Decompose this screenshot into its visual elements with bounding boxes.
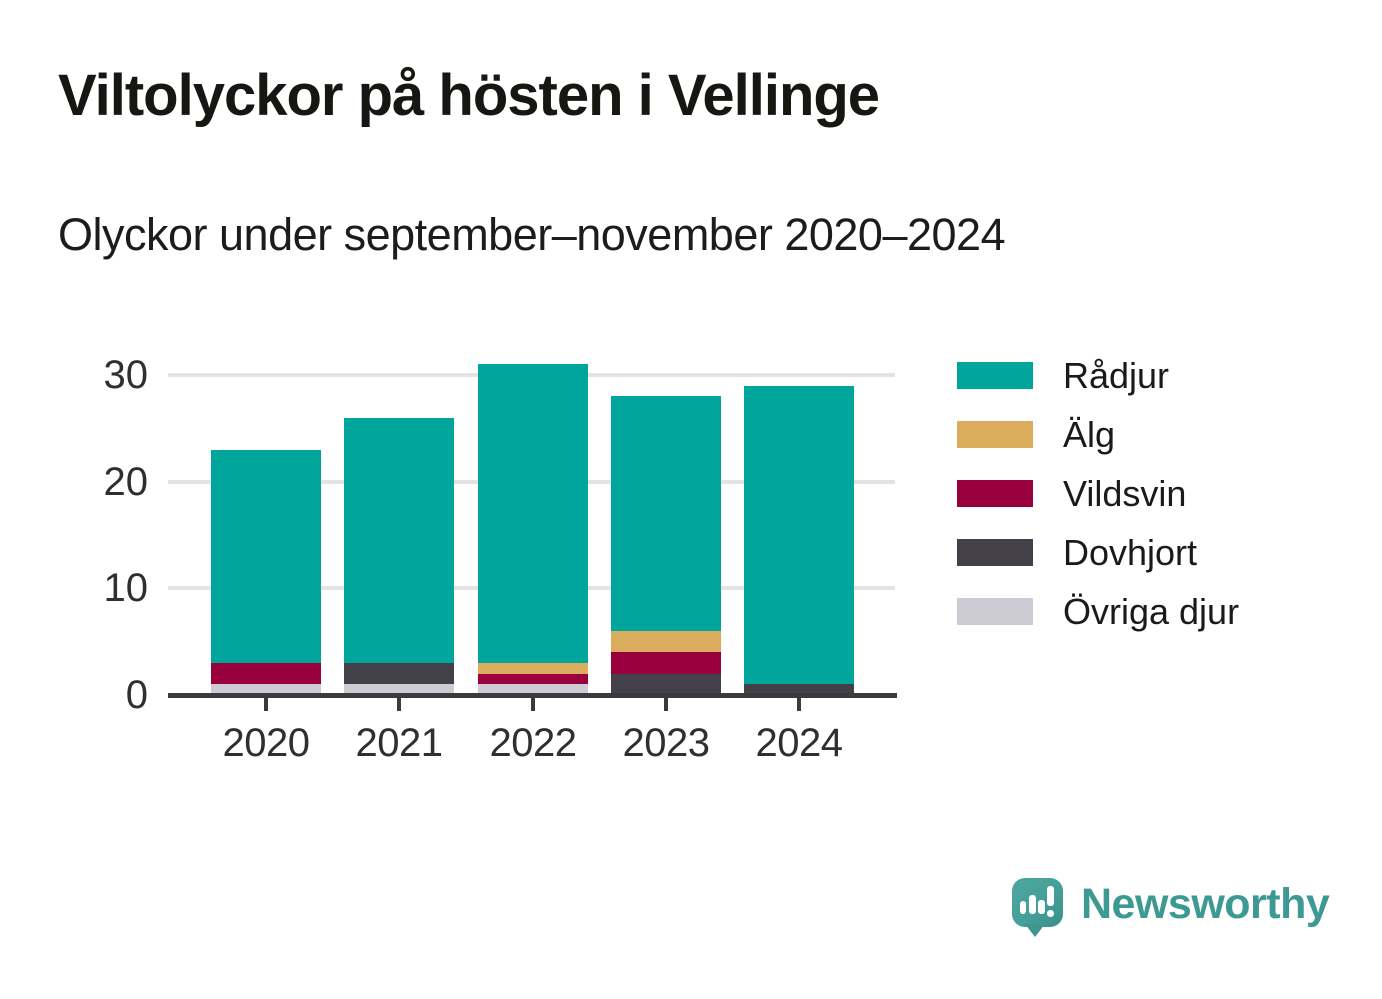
bar-segment-2021-Rådjur [344, 417, 454, 664]
legend-item-Övriga djur: Övriga djur [957, 591, 1239, 632]
newsworthy-logo: Newsworthy [1012, 878, 1330, 940]
x-axis-line [168, 693, 897, 698]
bar-2022 [478, 364, 588, 695]
legend-swatch-Övriga djur [957, 598, 1033, 625]
legend-item-Dovhjort: Dovhjort [957, 532, 1239, 573]
bar-2023 [611, 396, 721, 695]
bar-segment-2020-Rådjur [211, 449, 321, 664]
exclamation-icon [1047, 910, 1054, 917]
bar-segment-2020-Övriga djur [211, 684, 321, 695]
x-tick-2023 [664, 698, 668, 711]
bar-segment-2024-Dovhjort [744, 684, 854, 695]
bar-segment-2023-Älg [611, 631, 721, 653]
chart-title: Viltolyckor på hösten i Vellinge [58, 63, 880, 128]
bar-chart-icon [1020, 901, 1026, 914]
legend-label: Älg [1063, 413, 1116, 455]
bar-segment-2024-Rådjur [744, 385, 854, 685]
legend-swatch-Rådjur [957, 362, 1033, 389]
legend-swatch-Älg [957, 421, 1033, 448]
y-tick-label: 10 [103, 566, 149, 611]
bar-segment-2022-Älg [478, 663, 588, 674]
y-tick-label: 30 [103, 353, 149, 397]
x-tick-label-2022: 2022 [489, 721, 577, 765]
bar-segment-2022-Övriga djur [478, 684, 588, 695]
bar-segment-2021-Dovhjort [344, 663, 454, 685]
legend-label: Vildsvin [1063, 472, 1187, 514]
legend-item-Rådjur: Rådjur [957, 355, 1239, 396]
bar-segment-2023-Rådjur [611, 396, 721, 632]
bar-2021 [344, 417, 454, 695]
bar-2024 [744, 385, 854, 695]
bar-segment-2023-Vildsvin [611, 652, 721, 674]
bar-segment-2023-Dovhjort [611, 673, 721, 695]
legend: Rådjur Älg Vildsvin Dovhjort Övriga djur [957, 355, 1239, 657]
bar-segment-2022-Rådjur [478, 364, 588, 664]
legend-item-Vildsvin: Vildsvin [957, 473, 1239, 514]
newsworthy-logo-text: Newsworthy [1081, 880, 1330, 928]
bar-chart-icon [1029, 895, 1036, 914]
legend-label: Dovhjort [1063, 531, 1198, 573]
x-tick-label-2021: 2021 [355, 721, 443, 765]
x-tick-2020 [264, 698, 268, 711]
bar-chart-icon [1038, 900, 1045, 914]
x-tick-2021 [397, 698, 401, 711]
exclamation-icon [1047, 886, 1054, 906]
bar-segment-2021-Övriga djur [344, 684, 454, 695]
legend-label: Rådjur [1063, 354, 1170, 396]
chart-subtitle: Olyckor under september–november 2020–20… [58, 209, 1006, 260]
legend-swatch-Vildsvin [957, 480, 1033, 507]
legend-label: Övriga djur [1063, 590, 1240, 632]
x-tick-2024 [797, 698, 801, 711]
newsworthy-logo-icon [1012, 878, 1064, 940]
bar-segment-2020-Vildsvin [211, 663, 321, 685]
y-tick-label: 0 [125, 673, 148, 717]
x-tick-label-2023: 2023 [622, 721, 710, 765]
y-tick-label: 20 [103, 459, 149, 504]
x-tick-label-2020: 2020 [222, 721, 310, 765]
legend-swatch-Dovhjort [957, 539, 1033, 566]
legend-item-Älg: Älg [957, 414, 1239, 455]
x-tick-label-2024: 2024 [755, 721, 843, 765]
x-tick-2022 [531, 698, 535, 711]
bar-segment-2022-Vildsvin [478, 673, 588, 685]
speech-bubble-tail [1025, 924, 1045, 937]
bar-2020 [211, 449, 321, 695]
